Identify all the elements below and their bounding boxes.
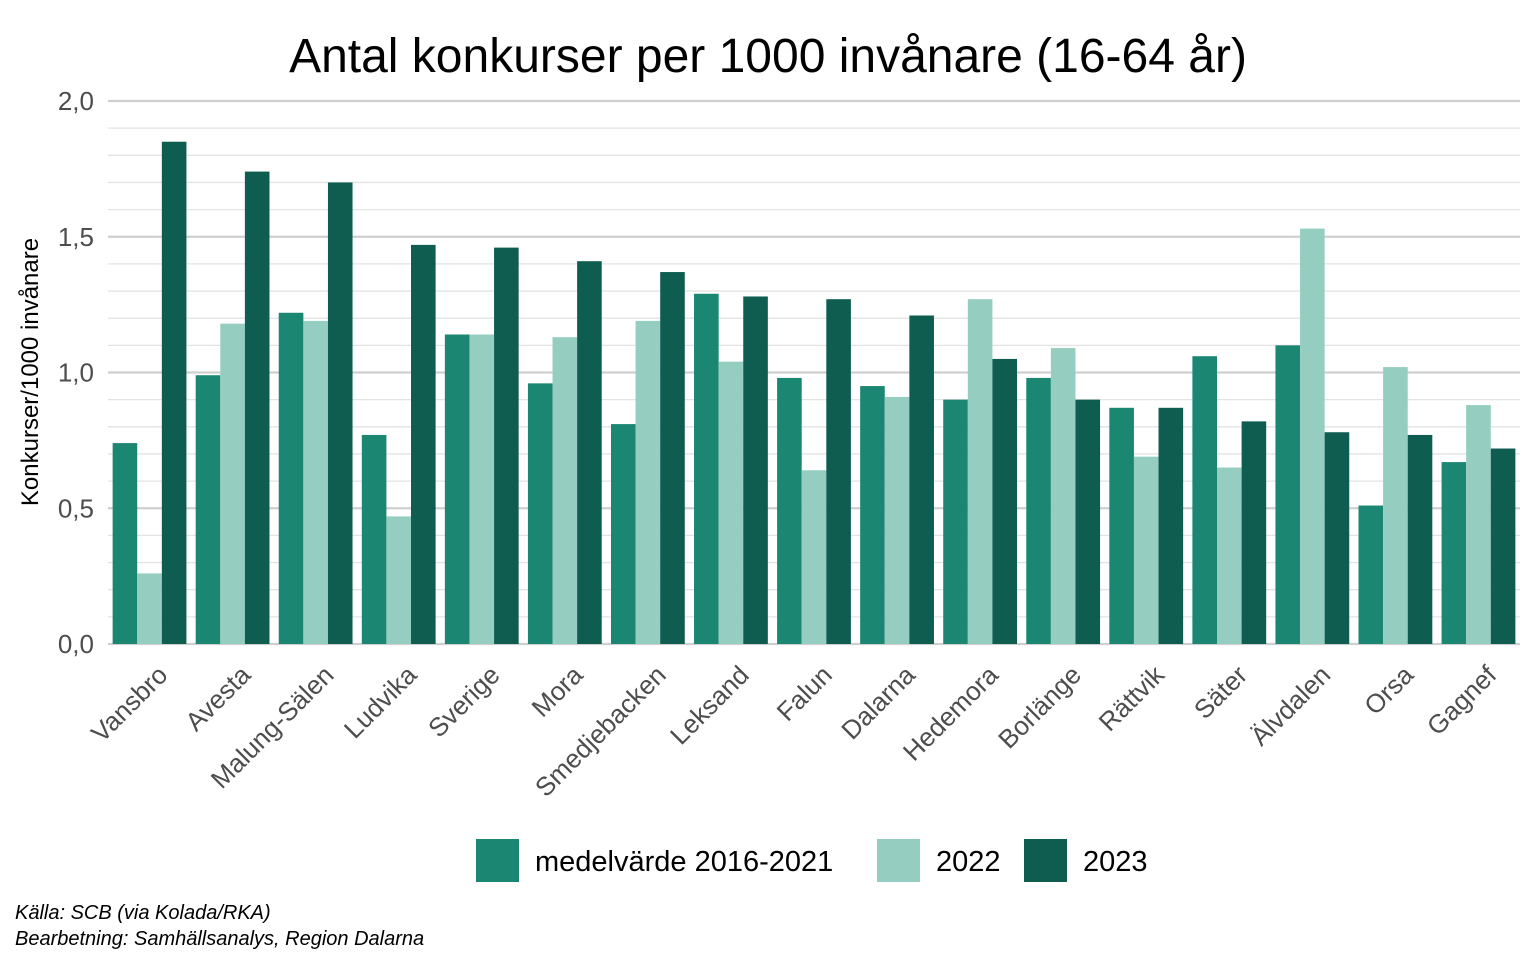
y-axis-ticks: 0,0 0,5 1,0 1,5 2,0 (58, 86, 94, 659)
x-tick-label: Älvdalen (1244, 660, 1336, 752)
legend-label: 2023 (1083, 846, 1148, 878)
bar-gagnef-0 (1441, 462, 1467, 644)
x-tick-label: Falun (771, 660, 838, 727)
bar-dalarna-0 (860, 386, 885, 644)
bar-vansbro-1 (137, 573, 162, 644)
x-tick-label: Borlänge (992, 660, 1087, 755)
legend-swatch (877, 839, 920, 882)
bar-smedjebacken-0 (610, 424, 636, 644)
bar-orsa-0 (1358, 505, 1384, 644)
bar-älvdalen-2 (1324, 432, 1350, 644)
bar-dalarna-2 (909, 315, 934, 644)
bar-mora-2 (577, 261, 602, 644)
bar-malung-sälen-0 (278, 312, 304, 644)
bar-sverige-2 (494, 247, 519, 645)
bar-sverige-0 (444, 334, 470, 644)
bar-smedjebacken-1 (635, 320, 661, 644)
x-tick-label: Dalarna (835, 659, 921, 745)
bar-borlänge-0 (1026, 377, 1051, 644)
bar-dalarna-1 (884, 396, 910, 644)
bar-malung-sälen-1 (303, 320, 328, 644)
bar-orsa-2 (1407, 434, 1433, 644)
x-tick-label: Rättvik (1093, 659, 1171, 737)
bar-malung-sälen-2 (327, 182, 353, 644)
x-tick-label: Mora (526, 659, 589, 722)
bars (112, 141, 1516, 645)
bar-falun-1 (801, 470, 827, 644)
bar-ludvika-2 (411, 244, 436, 644)
y-tick-label: 1,0 (58, 358, 94, 388)
y-tick-label: 2,0 (58, 86, 94, 116)
bar-mora-0 (527, 383, 553, 644)
bar-leksand-2 (743, 296, 768, 644)
x-tick-label: Ludvika (338, 659, 423, 744)
bar-avesta-0 (195, 375, 221, 644)
bar-smedjebacken-2 (660, 272, 685, 644)
legend-label: medelvärde 2016-2021 (535, 846, 833, 878)
x-tick-label: Avesta (179, 659, 256, 736)
bar-avesta-1 (220, 323, 245, 644)
chart-title: Antal konkurser per 1000 invånare (16-64… (289, 30, 1247, 83)
bar-leksand-0 (694, 293, 719, 644)
legend-swatch (1024, 839, 1067, 882)
x-tick-label: Sverige (422, 660, 506, 744)
y-tick-label: 0,0 (58, 629, 94, 659)
bar-älvdalen-1 (1300, 228, 1325, 645)
bar-säter-0 (1192, 356, 1217, 644)
bar-säter-1 (1216, 467, 1242, 644)
bar-borlänge-1 (1050, 348, 1076, 644)
bar-gagnef-2 (1490, 448, 1516, 644)
bar-sverige-1 (469, 334, 495, 644)
bar-falun-2 (826, 299, 851, 644)
bar-säter-2 (1241, 421, 1267, 644)
bar-vansbro-0 (112, 443, 138, 644)
bar-hedemora-1 (967, 299, 993, 644)
bar-borlänge-2 (1075, 399, 1101, 644)
legend-swatch (476, 839, 519, 882)
bar-leksand-1 (718, 361, 744, 644)
x-tick-label: Orsa (1358, 659, 1419, 720)
bar-rättvik-0 (1109, 407, 1134, 644)
processing-caption: Bearbetning: Samhällsanalys, Region Dala… (15, 928, 425, 950)
bar-orsa-1 (1383, 367, 1408, 644)
y-tick-label: 1,5 (58, 222, 94, 252)
bar-hedemora-0 (943, 399, 968, 644)
bar-ludvika-0 (361, 434, 387, 644)
bar-älvdalen-0 (1275, 345, 1301, 644)
y-tick-label: 0,5 (58, 493, 94, 523)
legend-label: 2022 (936, 846, 1001, 878)
x-tick-label: Gagnef (1421, 659, 1503, 741)
x-tick-label: Leksand (664, 660, 755, 751)
bar-falun-0 (777, 377, 802, 644)
y-axis-label: Konkurser/1000 invånare (17, 238, 44, 506)
bar-rättvik-1 (1133, 456, 1159, 644)
bar-avesta-2 (244, 171, 270, 644)
bar-vansbro-2 (161, 141, 187, 644)
bar-hedemora-2 (992, 358, 1018, 644)
bar-ludvika-1 (386, 516, 412, 644)
x-tick-label: Säter (1188, 659, 1253, 724)
x-tick-label: Vansbro (85, 660, 173, 748)
legend: medelvärde 2016-2021 2022 2023 (476, 839, 1148, 882)
bar-mora-1 (552, 337, 578, 644)
source-caption: Källa: SCB (via Kolada/RKA) (15, 902, 271, 924)
bar-gagnef-1 (1466, 405, 1491, 644)
bar-rättvik-2 (1158, 407, 1184, 644)
